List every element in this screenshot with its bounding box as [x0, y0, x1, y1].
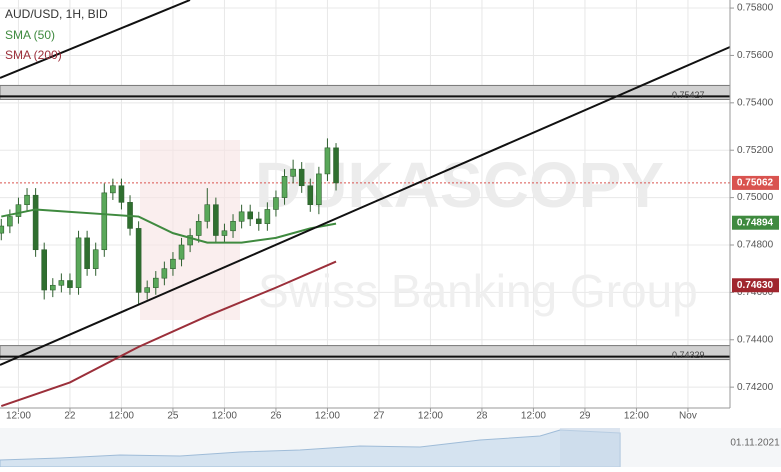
legend-entry: SMA (200) — [5, 48, 62, 62]
sma-line — [1, 208, 337, 244]
y-tick-label: 0.74400 — [737, 334, 774, 345]
candle-body — [118, 185, 125, 203]
x-tick-label: 12:00 — [624, 411, 649, 422]
candle-body — [264, 209, 271, 224]
candle-body — [316, 173, 322, 206]
candle-body — [221, 230, 228, 236]
zone-label: 0.74329 — [672, 350, 705, 360]
x-tick-label: Nov — [679, 411, 697, 422]
price-tag — [732, 278, 779, 293]
candle-body — [247, 211, 253, 220]
candle-body — [187, 235, 193, 246]
candle-body — [144, 287, 151, 293]
candle-body — [67, 280, 73, 288]
sma-line — [0, 260, 337, 408]
price-tag-label: 0.75062 — [737, 178, 774, 189]
candle-body — [178, 244, 185, 260]
candle-body — [273, 197, 279, 210]
candle-body — [7, 216, 13, 227]
candle-body — [75, 237, 82, 288]
x-tick-label: 12:00 — [212, 411, 237, 422]
candle-body — [101, 192, 108, 251]
x-tick-label: 25 — [167, 411, 179, 422]
x-tick-label: 12:00 — [315, 411, 340, 422]
candle-body — [84, 237, 90, 269]
candle-body — [298, 168, 305, 187]
candle-body — [307, 185, 314, 206]
candle-body — [135, 228, 142, 293]
trend-line — [0, 46, 731, 366]
price-tag-label: 0.74630 — [737, 280, 774, 291]
x-tick-label: 12:00 — [418, 411, 443, 422]
y-tick-label: 0.74200 — [737, 382, 774, 393]
x-tick-label: 27 — [373, 411, 385, 422]
x-tick-label: 12:00 — [521, 411, 546, 422]
y-tick-label: 0.74800 — [737, 240, 774, 251]
candle-body — [255, 218, 262, 224]
price-tag — [732, 175, 779, 190]
candle-body — [281, 175, 288, 198]
y-tick-label: 0.75000 — [737, 192, 774, 203]
x-tick-label: 12:00 — [109, 411, 134, 422]
candle-body — [324, 147, 331, 175]
candle-body — [238, 211, 245, 222]
x-tick-label: 12:00 — [6, 411, 31, 422]
candle-body — [41, 249, 48, 291]
candle-body — [32, 194, 39, 251]
legend-entry: SMA (50) — [5, 28, 55, 42]
price-tag-label: 0.74894 — [737, 217, 774, 228]
x-tick-label: 26 — [270, 411, 282, 422]
plot: 0.75427 0.74329 — [0, 84, 731, 408]
watermark-text: DUKASCOPY — [255, 149, 664, 221]
candle-body — [92, 249, 99, 269]
navigator-window[interactable] — [560, 428, 620, 467]
candle-body — [0, 225, 5, 234]
y-tick-label: 0.74600 — [737, 287, 774, 298]
y-tick-label: 0.75400 — [737, 97, 774, 108]
x-tick-label: 28 — [476, 411, 488, 422]
zone-label: 0.75427 — [672, 90, 705, 100]
candle-body — [58, 280, 65, 286]
candle-body — [161, 268, 168, 279]
candle-body — [152, 277, 159, 288]
trend-line — [0, 0, 191, 79]
candle-body — [170, 258, 176, 269]
candle-body — [290, 168, 296, 177]
candle-body — [213, 204, 219, 236]
y-tick-label: 0.75800 — [737, 3, 774, 14]
y-tick-label: 0.75200 — [737, 145, 774, 156]
chart-title: AUD/USD, 1H, BID — [5, 7, 108, 21]
candle-body — [24, 194, 30, 206]
candle-body — [230, 220, 236, 232]
candle-body — [49, 284, 56, 291]
y-tick-label: 0.75600 — [737, 50, 774, 61]
candle-body — [15, 204, 22, 217]
candle-body — [204, 204, 211, 222]
candle-body — [195, 220, 202, 236]
x-tick-label: 22 — [64, 411, 76, 422]
watermark-subtext: Swiss Banking Group — [258, 265, 698, 317]
price-tag — [732, 215, 779, 230]
candle-body — [110, 185, 116, 194]
candle-body — [333, 147, 339, 184]
x-tick-label: 29 — [579, 411, 591, 422]
date-label: 01.11.2021 — [730, 438, 780, 449]
